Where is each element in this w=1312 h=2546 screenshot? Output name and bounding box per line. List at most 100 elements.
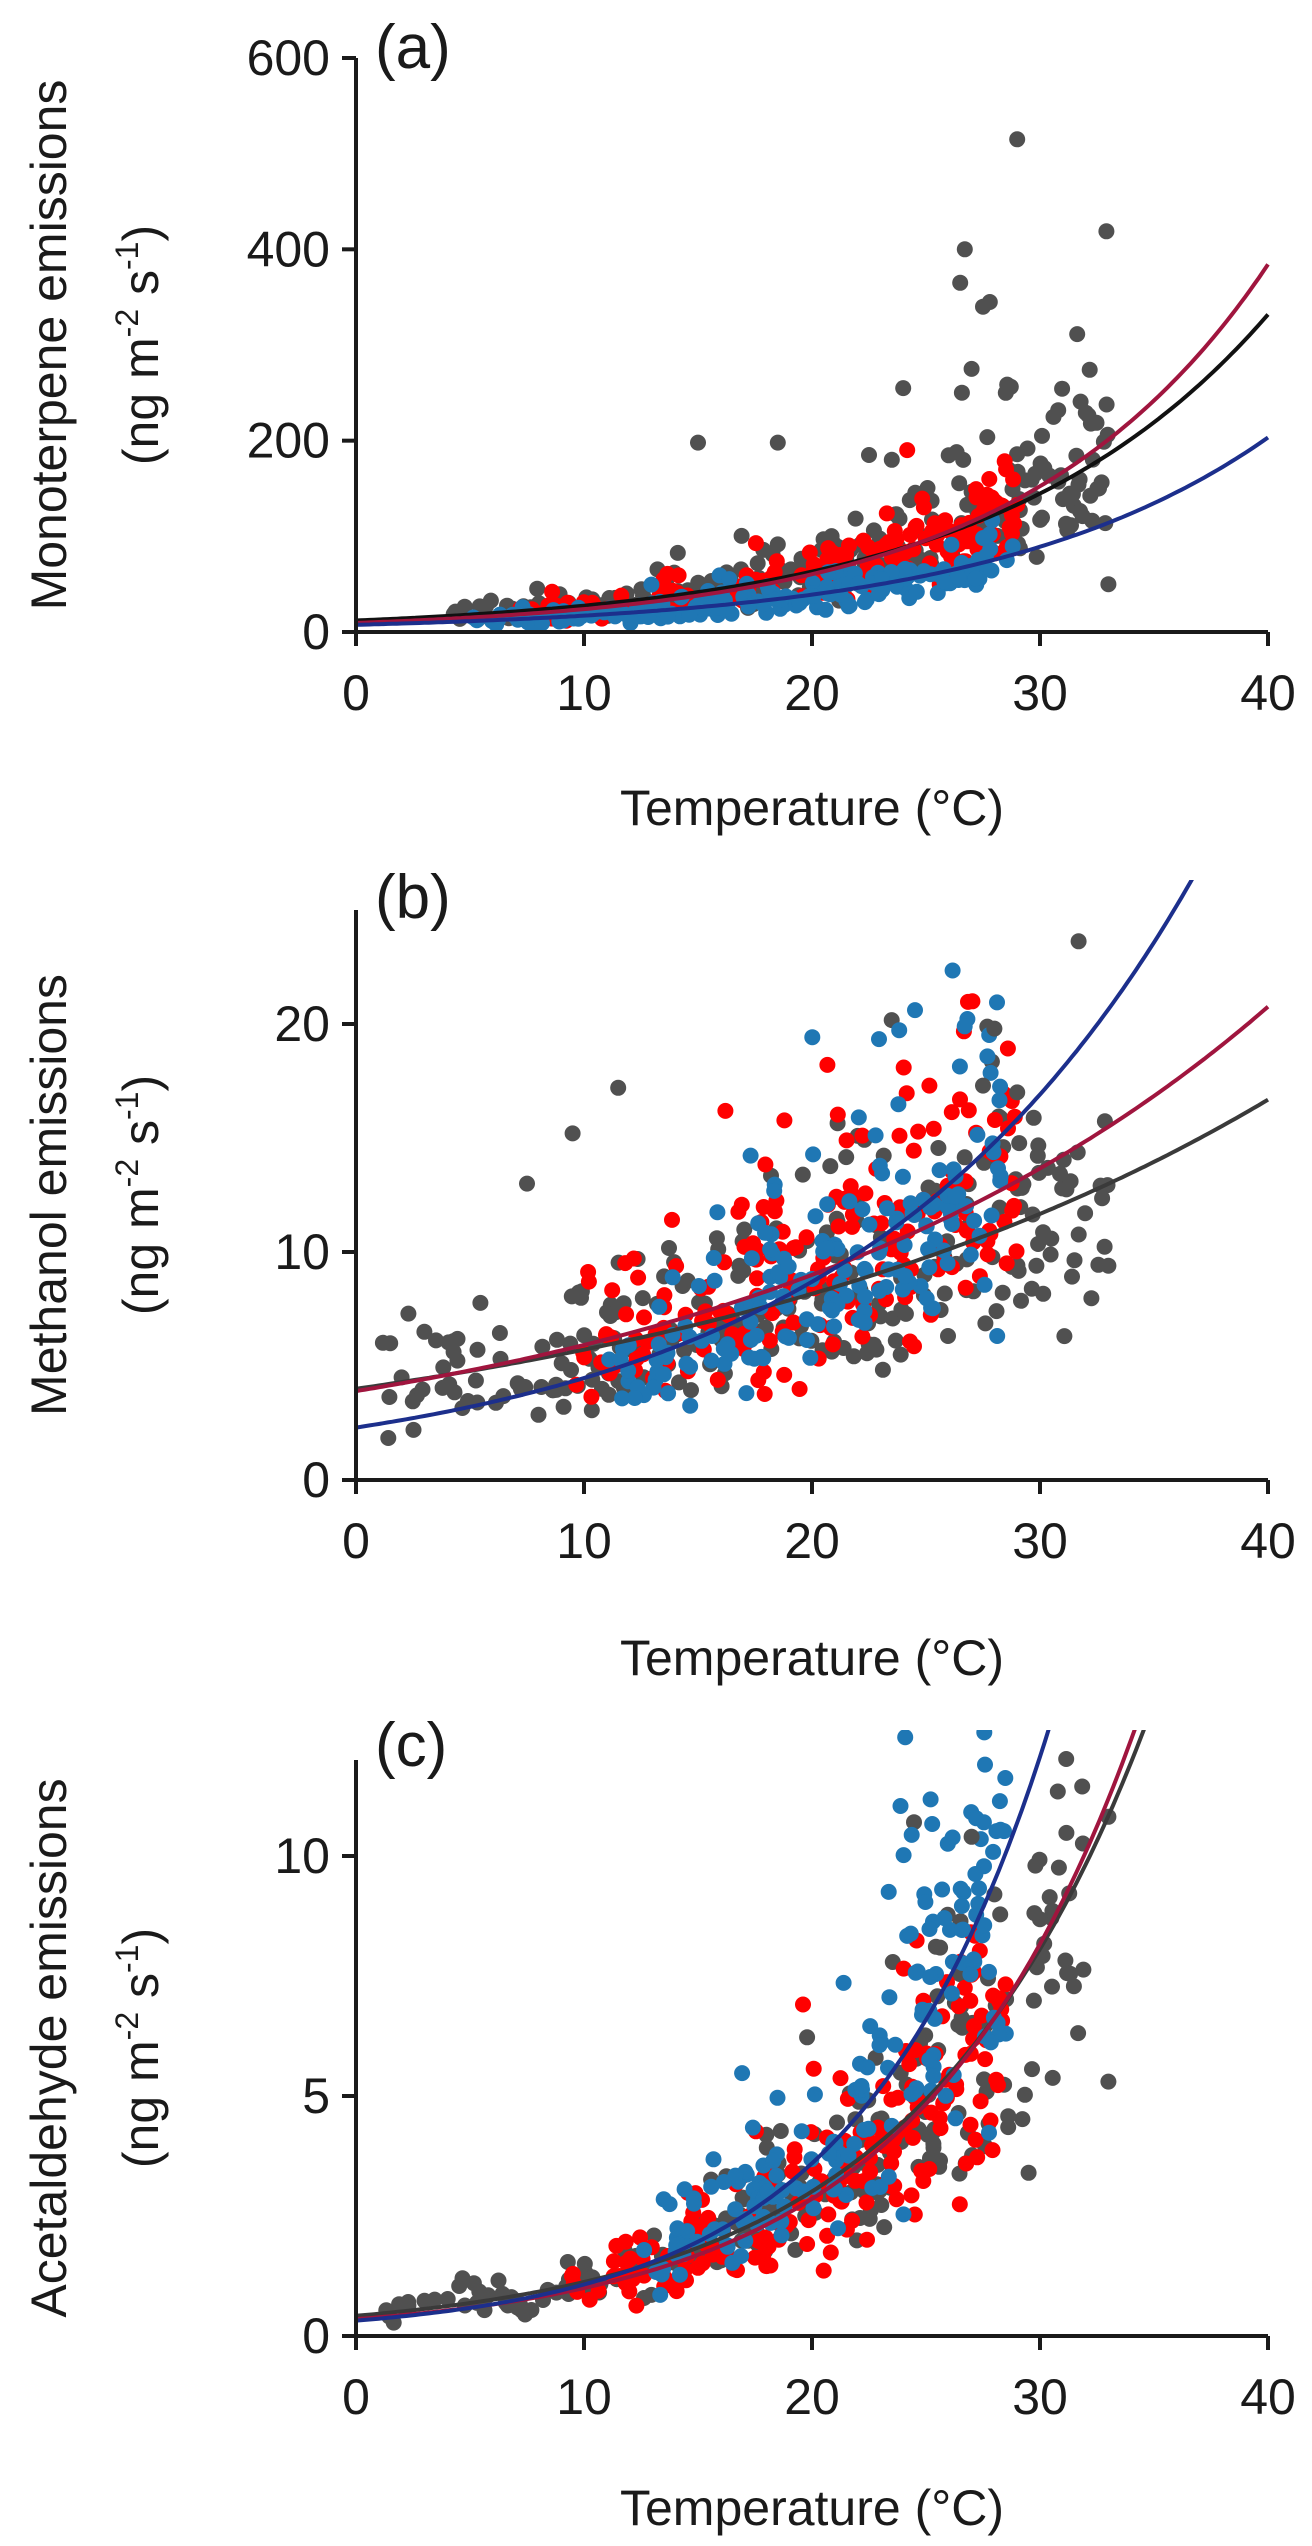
data-point <box>997 1976 1014 1993</box>
data-point <box>986 1020 1003 1037</box>
data-point <box>982 1064 999 1081</box>
data-point <box>979 1048 996 1065</box>
data-point <box>879 1200 895 1217</box>
data-point <box>809 1316 826 1333</box>
data-point <box>733 2248 750 2264</box>
data-point <box>864 2179 881 2196</box>
data-point <box>895 1059 912 1076</box>
data-point <box>1005 471 1022 488</box>
data-point <box>636 1309 652 1326</box>
x-tick-label: 20 <box>784 1513 840 1569</box>
data-point <box>924 1816 941 1832</box>
data-point <box>1096 1238 1113 1255</box>
data-point <box>967 570 984 587</box>
data-point <box>893 1301 910 1318</box>
data-point <box>835 1974 852 1991</box>
data-point <box>1066 1252 1083 1269</box>
data-point <box>805 2200 822 2217</box>
data-point <box>981 294 998 310</box>
data-point <box>859 2231 875 2248</box>
data-point <box>765 2152 782 2169</box>
data-point <box>829 2114 845 2131</box>
data-point <box>1054 380 1071 397</box>
fit-curves <box>355 263 1270 627</box>
data-point <box>472 1294 489 1311</box>
data-point <box>992 1078 1009 1095</box>
data-point <box>983 1602 999 1618</box>
data-point <box>768 553 785 570</box>
data-point <box>895 2206 912 2223</box>
data-point <box>1100 1257 1117 1274</box>
data-point <box>621 2283 638 2300</box>
data-point <box>901 2056 918 2073</box>
x-tick-label: 10 <box>556 665 612 721</box>
data-point <box>818 1240 835 1257</box>
data-point <box>903 1826 920 1843</box>
data-point <box>564 1125 581 1142</box>
data-point <box>857 1288 873 1305</box>
data-point <box>652 2286 669 2303</box>
data-point <box>769 2089 786 2106</box>
y-tick-label: 400 <box>247 221 330 277</box>
y-axis-label: Acetaldehyde emissions <box>21 1778 77 2317</box>
data-point <box>757 1156 774 1173</box>
data-point <box>576 2255 593 2272</box>
data-point <box>904 2129 921 2146</box>
data-point <box>854 1201 871 1218</box>
data-point <box>1035 1285 1052 1302</box>
data-point <box>799 2236 816 2252</box>
data-point <box>858 2194 875 2211</box>
x-tick-label: 40 <box>1240 665 1296 721</box>
fit-curve <box>355 435 1270 627</box>
data-point <box>786 2141 803 2158</box>
data-point <box>966 1212 983 1229</box>
data-point <box>956 241 973 258</box>
data-point <box>921 1077 938 1094</box>
data-point <box>544 583 561 600</box>
data-point <box>1045 408 1062 425</box>
x-tick-label: 0 <box>342 1513 370 1569</box>
data-point <box>610 1079 627 1096</box>
x-tick-label: 20 <box>784 665 840 721</box>
data-point <box>1009 446 1026 463</box>
data-point <box>832 2070 849 2087</box>
data-point <box>805 2060 822 2077</box>
data-point <box>897 1268 914 1285</box>
data-point <box>1094 1694 1110 1710</box>
y-axis-label: Monoterpene emissions <box>21 80 77 611</box>
data-point <box>1028 548 1045 565</box>
data-point <box>847 510 864 527</box>
data-point <box>513 2302 530 2319</box>
data-point <box>957 1279 974 1296</box>
data-point <box>780 1258 797 1275</box>
data-point <box>1058 515 1074 532</box>
data-point <box>887 2036 904 2053</box>
data-point <box>855 532 872 549</box>
data-point <box>1030 1137 1047 1154</box>
data-point <box>889 2089 906 2106</box>
data-point <box>892 1346 909 1363</box>
data-point <box>703 2178 720 2195</box>
data-point <box>1034 427 1050 444</box>
y-axis-units: (ng m-2 s-1) <box>109 225 169 465</box>
data-point <box>932 1939 949 1956</box>
data-point <box>1041 1889 1058 1906</box>
data-point <box>664 1269 681 1286</box>
data-point <box>785 1314 802 1331</box>
data-point <box>977 2051 994 2068</box>
data-point <box>618 2254 635 2271</box>
fit-curve <box>355 1730 1146 2318</box>
data-point <box>944 962 961 979</box>
data-point <box>918 1290 935 1307</box>
data-point <box>830 2220 846 2237</box>
data-point <box>564 2265 581 2282</box>
data-point <box>997 1686 1013 1702</box>
data-point <box>439 2291 456 2307</box>
data-point <box>895 1847 912 1864</box>
scatter-points <box>378 1602 1117 2331</box>
data-point <box>829 1106 846 1123</box>
data-point <box>931 2110 948 2127</box>
data-point <box>617 1255 634 1272</box>
data-point <box>978 486 995 503</box>
data-point <box>445 1344 462 1360</box>
